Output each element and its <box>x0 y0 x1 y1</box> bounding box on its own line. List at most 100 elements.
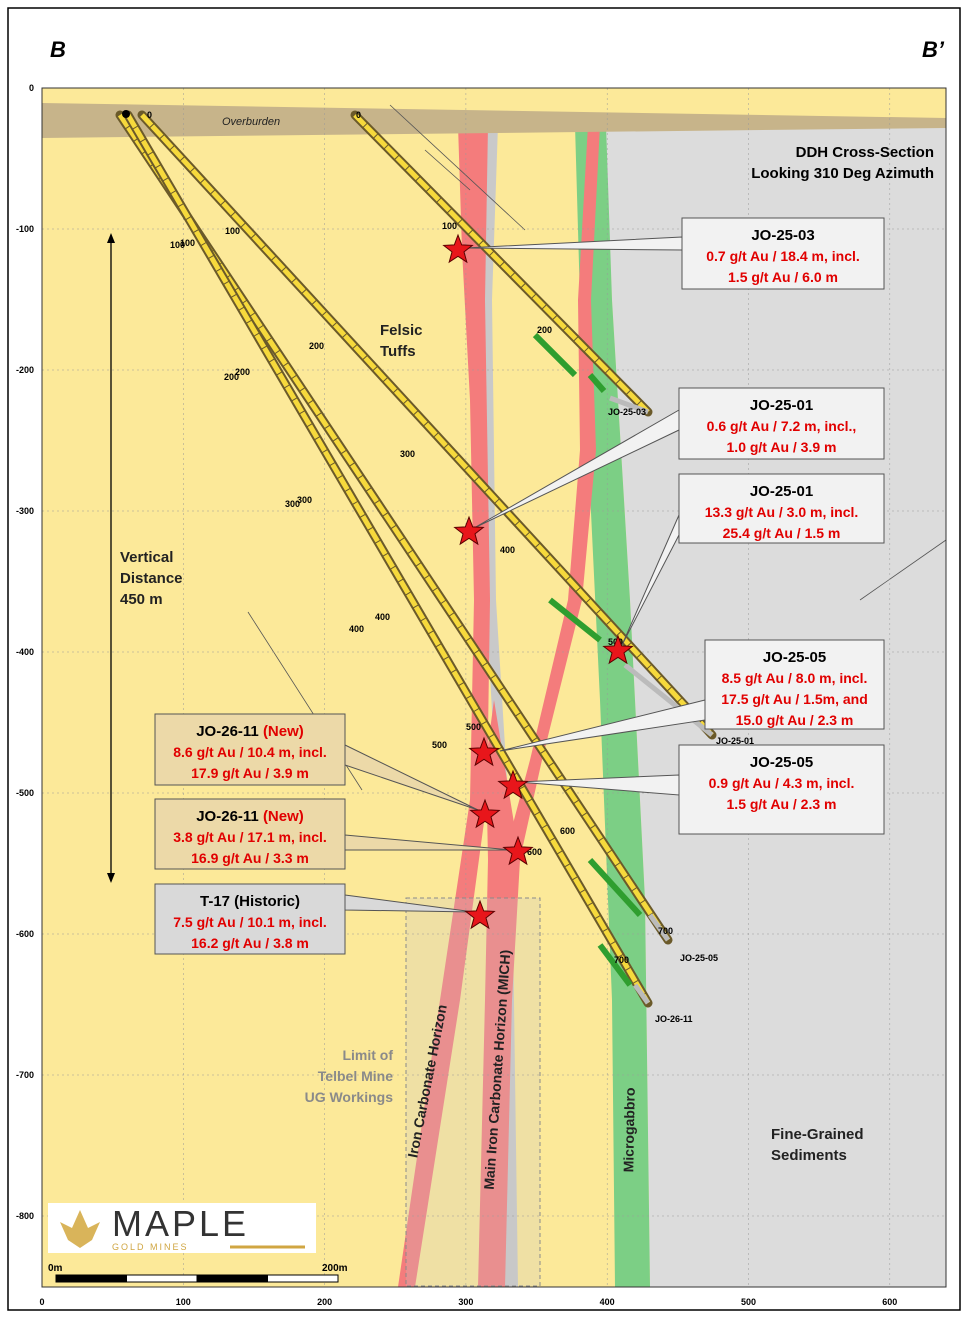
intercept-star <box>453 515 485 546</box>
callout-box <box>681 217 885 290</box>
callout-line: 0.7 g/t Au / 18.4 m, incl. <box>706 248 860 264</box>
depth-label: 400 <box>349 624 364 634</box>
x-tick-label: 500 <box>741 1297 756 1307</box>
logo-mark <box>60 1210 100 1248</box>
telbel-limit-label: Telbel Mine <box>318 1068 393 1084</box>
intercept-star <box>602 634 634 665</box>
scale-start: 0m <box>48 1263 63 1274</box>
callout-line: 15.0 g/t Au / 2.3 m <box>736 712 854 728</box>
depth-label: 100 <box>225 226 240 236</box>
y-tick-label: -200 <box>16 365 34 375</box>
callout-hole: JO-26-11 <box>196 808 259 825</box>
callout-box <box>678 473 885 544</box>
felsic-tuffs-label: Felsic <box>380 322 423 339</box>
callout-title: JO-25-05 <box>750 754 813 771</box>
intercept-star <box>442 233 474 264</box>
telbel-limit-label: UG Workings <box>305 1089 394 1105</box>
x-tick-label: 400 <box>600 1297 615 1307</box>
depth-label: 200 <box>224 372 239 382</box>
mineralized-interval <box>587 857 643 918</box>
drillhole <box>140 113 714 737</box>
callout-line: 0.9 g/t Au / 4.3 m, incl. <box>709 775 855 791</box>
callout-hole: JO-26-11 <box>196 723 259 740</box>
depth-label: 600 <box>560 826 575 836</box>
callout-line: 17.9 g/t Au / 3.9 m <box>191 765 309 781</box>
callout-title: JO-26-11 (New) <box>196 808 304 825</box>
callout-title: JO-25-05 <box>763 649 826 666</box>
callout-hole: JO-25-01 <box>750 483 813 500</box>
workings-limit <box>405 897 541 1287</box>
callout-line: 8.6 g/t Au / 10.4 m, incl. <box>173 744 327 760</box>
depth-label: 0 <box>356 110 361 120</box>
y-tick-label: -100 <box>16 224 34 234</box>
vertical-distance-label: Distance <box>120 570 183 587</box>
fault <box>859 539 947 601</box>
overburden-unit <box>42 103 946 138</box>
callout-line: 1.5 g/t Au / 6.0 m <box>728 269 838 285</box>
y-tick-label: -800 <box>16 1211 34 1221</box>
y-tick-label: -400 <box>16 647 34 657</box>
scale-segment <box>196 1274 268 1283</box>
sediments-label: Fine-Grained <box>771 1126 864 1143</box>
section-title: DDH Cross-Section <box>796 144 934 161</box>
vertical-distance-label: 450 m <box>120 591 163 608</box>
depth-label: 400 <box>500 545 515 555</box>
callout-hole: JO-25-03 <box>751 227 814 244</box>
plot-border <box>41 87 947 1288</box>
x-tick-label: 0 <box>39 1297 44 1307</box>
callout-line: 0.6 g/t Au / 7.2 m, incl., <box>707 418 857 434</box>
arrow-head <box>107 233 115 243</box>
callout-line: 16.9 g/t Au / 3.3 m <box>191 850 309 866</box>
mineralized-interval <box>548 597 602 643</box>
depth-label: 200 <box>235 367 250 377</box>
callout-box <box>704 639 885 730</box>
mineralized-interval <box>532 332 578 378</box>
y-tick-label: -300 <box>16 506 34 516</box>
hole-end <box>632 983 651 1005</box>
fault <box>389 104 526 231</box>
intercept-star <box>468 736 500 767</box>
hole-end <box>623 663 714 737</box>
callout-title: JO-25-03 <box>751 227 814 244</box>
callout-line: 25.4 g/t Au / 1.5 m <box>723 525 841 541</box>
logo-sub: GOLD MINES <box>112 1242 189 1252</box>
microgabbro-label: Microgabbro <box>620 1087 637 1172</box>
felsic-tuffs-label: Tuffs <box>380 343 416 360</box>
intercept-star <box>469 798 501 829</box>
depth-label: 200 <box>537 325 552 335</box>
depth-label: 500 <box>466 722 481 732</box>
depth-label: 100 <box>442 221 457 231</box>
intercept-star <box>502 835 534 866</box>
y-tick-label: 0 <box>29 83 34 93</box>
drillhole <box>353 113 650 414</box>
callout-tag: (New) <box>263 723 304 740</box>
callout-line: 7.5 g/t Au / 10.1 m, incl. <box>173 914 327 930</box>
intercept-star <box>464 899 496 930</box>
callout-line: 1.5 g/t Au / 2.3 m <box>727 796 837 812</box>
hole-end <box>647 913 671 942</box>
callout-hole: JO-25-05 <box>763 649 826 666</box>
callout-tag: (New) <box>263 808 304 825</box>
depth-label: 700 <box>614 955 629 965</box>
sediments-label: Sediments <box>771 1147 847 1164</box>
y-tick-label: -600 <box>16 929 34 939</box>
drillhole-label: JO-25-05 <box>680 953 718 963</box>
telbel-limit-label: Limit of <box>342 1047 393 1063</box>
callout-hole: T-17 (Historic) <box>200 893 300 910</box>
carbonate-band <box>506 125 600 850</box>
callout-title: JO-26-11 (New) <box>196 723 304 740</box>
depth-label: 700 <box>658 926 673 936</box>
callout-title: JO-25-01 <box>750 397 813 414</box>
callout-line: 13.3 g/t Au / 3.0 m, incl. <box>705 504 859 520</box>
fault <box>424 149 471 191</box>
scale-end: 200m <box>322 1263 348 1274</box>
callout-line: 3.8 g/t Au / 17.1 m, incl. <box>173 829 327 845</box>
x-tick-label: 600 <box>882 1297 897 1307</box>
x-tick-label: 200 <box>317 1297 332 1307</box>
depth-label: 300 <box>297 495 312 505</box>
section-label-left: B <box>50 37 66 62</box>
depth-label: 100 <box>170 240 185 250</box>
overburden-label: Overburden <box>222 116 280 128</box>
